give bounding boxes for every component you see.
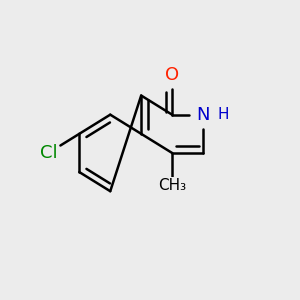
Text: O: O — [165, 66, 179, 84]
Text: CH₃: CH₃ — [158, 178, 186, 193]
Text: H: H — [217, 107, 229, 122]
Text: N: N — [196, 106, 210, 124]
Text: Cl: Cl — [40, 144, 57, 162]
